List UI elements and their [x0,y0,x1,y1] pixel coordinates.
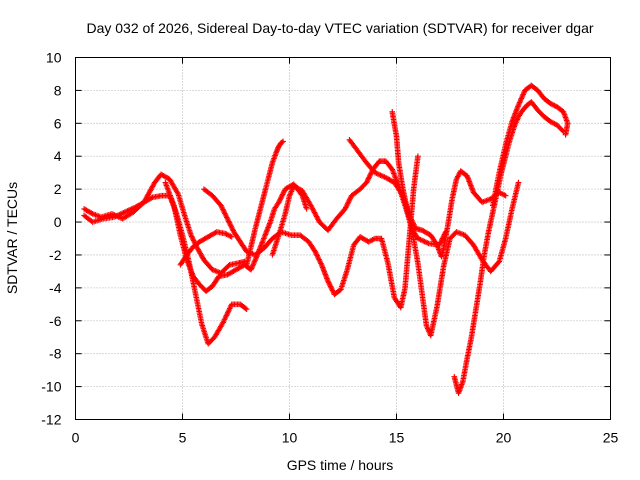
data-point-marker [411,221,417,228]
data-point-marker [229,226,236,233]
y-tick-label: -4 [49,280,62,296]
data-point-marker [346,198,352,204]
series-track-e [243,138,286,268]
data-point-marker [371,236,377,242]
data-point-marker [225,263,232,269]
y-axis-label: SDTVAR / TECUs [4,182,20,294]
data-point-marker [243,306,250,313]
data-point-marker [344,202,350,208]
data-point-marker [442,230,448,237]
y-tick-label: -10 [41,379,61,395]
axis-ticks: 0 5 10 15 20 25 -12 -10 -8 -6 -4 -2 0 2 4 6 8 10 [41,50,618,446]
x-tick-label: 15 [389,430,405,446]
data-point-marker [366,173,373,179]
data-point-marker [329,287,336,294]
x-axis-label: GPS time / hours [287,457,394,473]
y-tick-label: 0 [54,214,62,230]
data-point-marker [227,222,234,229]
data-series [81,82,571,396]
data-point-marker [220,208,227,214]
data-point-marker [279,191,286,198]
data-point-marker [222,212,229,218]
y-tick-label: -8 [49,346,62,362]
y-tick-label: 2 [54,181,62,197]
x-tick-label: 10 [282,430,298,446]
data-point-marker [368,237,375,244]
data-point-marker [226,232,232,239]
data-point-marker [227,233,234,239]
series-track-g [269,158,522,339]
data-point-marker [279,139,285,146]
data-point-marker [551,102,558,109]
data-point-marker [365,177,371,183]
data-point-marker [278,194,285,200]
series-track-d [177,229,235,268]
data-point-marker [515,179,522,186]
data-point-marker [225,218,232,225]
series-track-i [389,109,449,248]
data-point-marker [497,190,504,196]
data-point-marker [501,192,508,198]
data-point-marker [228,234,235,240]
y-tick-label: -2 [49,247,62,263]
data-point-marker [148,195,155,201]
y-tick-label: 4 [54,148,62,164]
data-point-marker [315,255,322,262]
data-point-marker [325,279,332,286]
data-point-marker [276,198,283,204]
data-point-marker [242,305,249,312]
data-point-marker [218,204,225,210]
y-tick-label: 8 [54,82,62,98]
data-point-marker [442,229,449,235]
data-point-marker [551,120,558,127]
data-point-marker [342,206,348,212]
plot-frame [75,57,611,420]
data-point-marker [440,234,446,240]
x-tick-label: 5 [179,430,187,446]
data-point-marker [303,206,310,212]
x-tick-label: 0 [72,430,80,446]
x-tick-label: 20 [496,430,512,446]
y-tick-label: -12 [41,412,61,428]
data-point-marker [415,153,421,160]
data-point-marker [316,258,323,264]
data-point-marker [224,214,230,221]
data-point-marker [88,210,95,216]
data-point-marker [502,192,509,199]
data-point-marker [436,242,443,248]
series-track-k [490,82,571,209]
data-point-marker [313,251,320,258]
chart-title: Day 032 of 2026, Sidereal Day-to-day VTE… [86,20,593,36]
data-point-marker [438,238,445,244]
data-point-marker [562,132,569,138]
y-tick-label: 10 [46,50,62,66]
data-point-marker [190,236,196,242]
series-track-c [162,179,310,294]
data-point-marker [280,138,286,145]
data-point-marker [363,179,370,186]
series-track-b [81,171,248,276]
x-tick-label: 25 [603,430,619,446]
series-track-f [201,153,421,311]
data-point-marker [327,283,334,290]
data-point-marker [188,233,195,240]
y-tick-label: -6 [49,313,62,329]
grid [75,57,611,420]
y-tick-label: 6 [54,115,62,131]
data-point-marker [367,238,373,244]
